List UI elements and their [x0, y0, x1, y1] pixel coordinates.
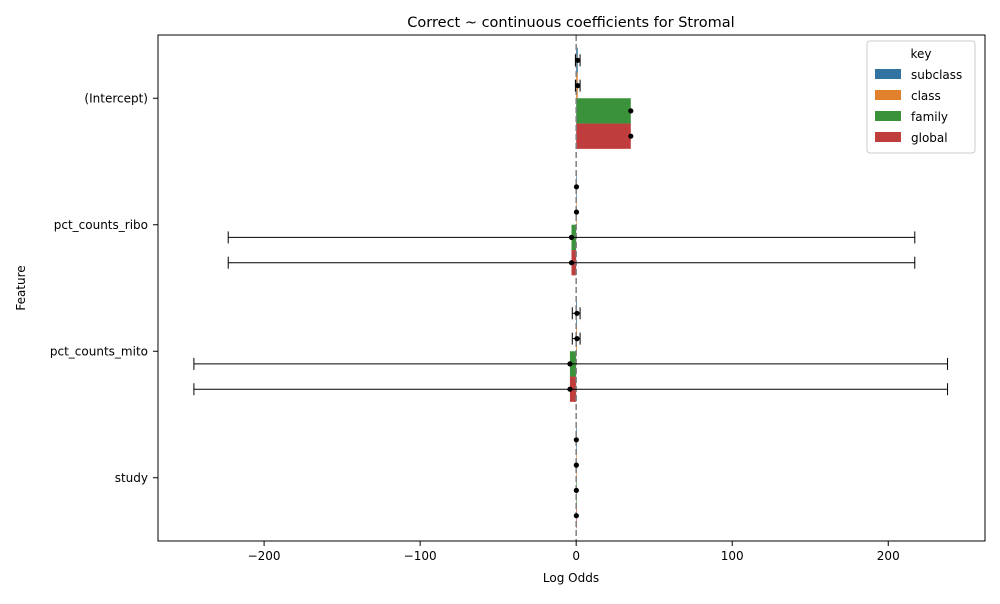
y-tick-label-2: pct_counts_mito [50, 344, 148, 358]
point-family-2 [567, 361, 573, 367]
point-family-3 [573, 487, 579, 493]
point-family-0 [628, 108, 634, 114]
point-subclass-0 [575, 57, 581, 63]
point-class-3 [573, 462, 579, 468]
x-tick-label-2: 0 [572, 549, 580, 563]
legend-swatch-subclass [875, 69, 901, 79]
chart-title: Correct ~ continuous coefficients for St… [407, 15, 734, 31]
legend-swatch-class [875, 90, 901, 100]
x-tick-label-1: −100 [404, 549, 437, 563]
point-class-2 [574, 336, 580, 342]
point-global-0 [628, 133, 634, 139]
bars-group [569, 47, 631, 529]
point-family-1 [568, 234, 575, 240]
y-tick-label-1: pct_counts_ribo [54, 218, 148, 232]
legend-label-family: family [911, 110, 948, 124]
legend-title: key [910, 47, 931, 61]
x-tick-label-0: −200 [248, 549, 281, 563]
legend-swatch-family [875, 111, 901, 121]
error-bars-group [193, 54, 949, 519]
x-tick-label-3: 100 [721, 549, 744, 563]
legend: key subclass class family global [866, 40, 976, 154]
y-tick-label-0: (Intercept) [84, 91, 148, 105]
y-axis-label: Feature [14, 265, 28, 310]
axes-group: −200 −100 0 100 200 (Intercept) pct_counts_rib… [50, 34, 986, 563]
x-tick-label-4: 200 [877, 549, 900, 563]
point-subclass-2 [574, 310, 580, 316]
legend-label-subclass: subclass [911, 68, 962, 82]
bar-family-0 [576, 98, 631, 124]
x-axis-label: Log Odds [543, 571, 599, 585]
plot-frame [157, 34, 986, 542]
point-class-1 [573, 209, 580, 215]
legend-label-class: class [911, 89, 941, 103]
legend-swatch-global [875, 132, 901, 142]
point-global-1 [568, 260, 575, 266]
bar-global-0 [576, 123, 631, 149]
point-global-2 [567, 386, 573, 392]
point-subclass-1 [573, 184, 580, 190]
point-class-0 [575, 83, 581, 89]
point-global-3 [573, 513, 579, 519]
y-tick-label-3: study [115, 471, 148, 485]
legend-label-global: global [911, 131, 948, 145]
point-subclass-3 [573, 437, 579, 443]
